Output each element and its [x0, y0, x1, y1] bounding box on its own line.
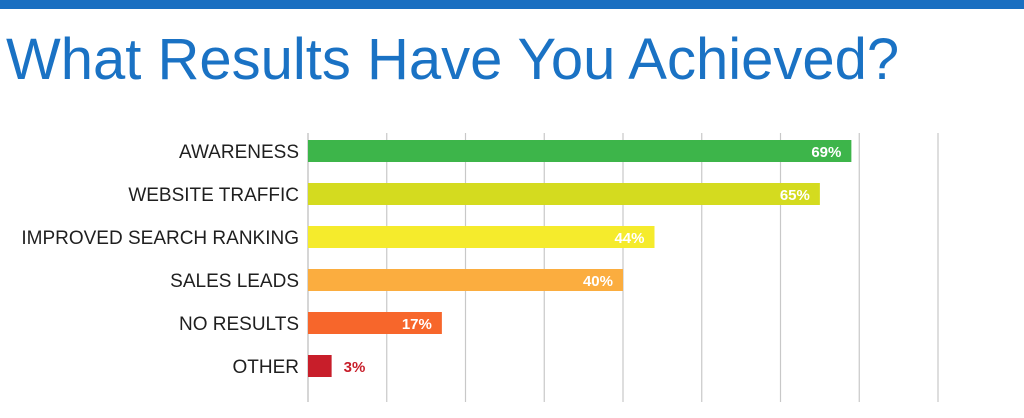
value-label: 65%: [780, 187, 810, 204]
category-label: NO RESULTS: [179, 314, 299, 335]
value-label: 69%: [811, 144, 841, 161]
category-labels: AWARENESS WEBSITE TRAFFIC IMPROVED SEARCH …: [21, 142, 299, 378]
category-label: SALES LEADS: [170, 271, 299, 292]
value-label: 40%: [583, 273, 613, 290]
bar: [308, 269, 623, 291]
value-labels: 69% 65% 44% 40% 17% 3%: [344, 144, 842, 376]
bar: [308, 355, 332, 377]
value-label: 3%: [344, 359, 366, 376]
value-label: 44%: [614, 230, 644, 247]
bar: [308, 226, 655, 248]
bar: [308, 183, 820, 205]
category-label: WEBSITE TRAFFIC: [128, 185, 299, 206]
top-accent-rule: [0, 0, 1024, 9]
category-label: OTHER: [233, 357, 300, 378]
category-label: AWARENESS: [179, 142, 299, 163]
category-label: IMPROVED SEARCH RANKING: [21, 228, 299, 249]
bar: [308, 312, 442, 334]
gridlines: [307, 133, 939, 402]
bars: [308, 140, 852, 377]
bar: [308, 140, 852, 162]
chart-title: What Results Have You Achieved?: [6, 27, 900, 92]
value-label: 17%: [402, 316, 432, 333]
